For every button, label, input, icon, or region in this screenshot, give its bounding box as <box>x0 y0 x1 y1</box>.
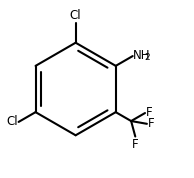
Text: 2: 2 <box>144 53 150 62</box>
Text: NH: NH <box>133 49 151 62</box>
Text: F: F <box>146 106 153 119</box>
Text: F: F <box>132 138 139 151</box>
Text: Cl: Cl <box>70 9 81 22</box>
Text: F: F <box>148 117 155 130</box>
Text: Cl: Cl <box>6 115 17 129</box>
